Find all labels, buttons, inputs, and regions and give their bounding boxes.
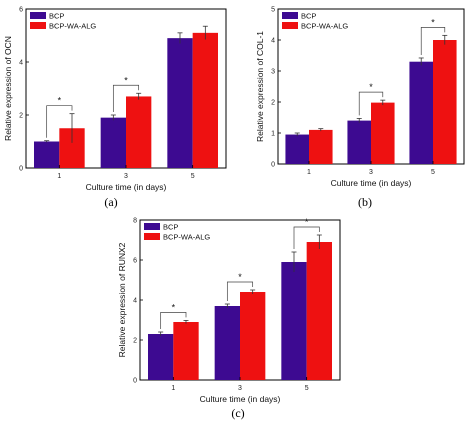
bar-bcp-wa-alg-5 <box>306 242 332 380</box>
legend-swatch <box>144 223 160 230</box>
significance-marker: * <box>124 75 128 85</box>
bar-bcp-3 <box>347 120 371 164</box>
y-tick-label: 6 <box>19 7 23 14</box>
x-axis-title: Culture time (in days) <box>86 182 167 192</box>
significance-marker: * <box>172 302 176 312</box>
legend-swatch <box>30 22 46 29</box>
bar-bcp-wa-alg-1 <box>309 129 333 164</box>
bar-bcp-wa-alg-3 <box>126 96 152 168</box>
significance-bracket <box>420 27 446 55</box>
x-tick-label: 5 <box>305 385 309 392</box>
y-tick-label: 2 <box>133 338 137 345</box>
panel-label: (a) <box>104 195 117 209</box>
bar-bcp-1 <box>34 141 60 168</box>
x-axis-title: Culture time (in days) <box>331 178 412 188</box>
significance-bracket <box>293 226 320 249</box>
bar-bcp-1 <box>148 334 174 380</box>
chart-panel-2: 0 1 2 3 4 5 1 3 * 5 * Culture time (in days) Relativ… <box>255 7 465 209</box>
significance-bracket <box>112 84 140 112</box>
legend-label: BCP-WA-ALG <box>49 22 96 31</box>
bar-bcp-wa-alg-3 <box>371 102 395 164</box>
legend-swatch <box>282 22 298 29</box>
y-tick-label: 8 <box>133 218 137 225</box>
y-tick-label: 3 <box>271 69 275 76</box>
legend-swatch <box>144 233 160 240</box>
y-tick-label: 4 <box>133 298 137 305</box>
significance-marker: * <box>238 272 242 282</box>
y-axis-title: Relative expression of OCN <box>3 36 13 141</box>
y-tick-label: 0 <box>133 378 137 385</box>
bar-bcp-wa-alg-3 <box>240 292 266 380</box>
y-tick-label: 0 <box>271 162 275 169</box>
legend-label: BCP <box>49 12 64 21</box>
x-tick-label: 1 <box>171 385 175 392</box>
significance-bracket <box>358 91 384 116</box>
legend-label: BCP <box>301 12 316 21</box>
significance-marker: * <box>305 217 309 227</box>
y-tick-label: 4 <box>19 60 23 67</box>
bar-bcp-5 <box>281 262 307 380</box>
significance-bracket <box>46 105 73 138</box>
legend-swatch <box>30 12 46 19</box>
legend-swatch <box>282 12 298 19</box>
bar-bcp-wa-alg-5 <box>192 32 218 168</box>
chart-panel-3: 0 2 4 6 8 1 * 3 * 5 * Culture time (in days) Relativ… <box>117 217 341 420</box>
chart-panel-1: 0 2 4 6 1 * 3 * 5 Culture time (in days) Relative … <box>3 7 227 209</box>
panel-label: (c) <box>231 406 244 420</box>
y-tick-label: 0 <box>19 166 23 173</box>
bar-bcp-5 <box>409 61 433 165</box>
y-axis-title: Relative expression of COL-1 <box>255 31 265 142</box>
y-tick-label: 6 <box>133 258 137 265</box>
bar-bcp-wa-alg-1 <box>173 322 199 380</box>
x-tick-label: 1 <box>307 169 311 176</box>
significance-marker: * <box>369 82 373 92</box>
x-axis-title: Culture time (in days) <box>200 394 281 404</box>
y-tick-label: 4 <box>271 38 275 45</box>
x-tick-label: 3 <box>369 169 373 176</box>
y-axis-title: Relative expression of RUNX2 <box>117 242 127 357</box>
panel-label: (b) <box>358 195 372 209</box>
bar-bcp-wa-alg-5 <box>433 40 457 164</box>
bar-bcp-3 <box>100 117 126 168</box>
significance-bracket <box>160 312 187 329</box>
y-tick-label: 2 <box>271 100 275 107</box>
x-tick-label: 3 <box>124 173 128 180</box>
significance-marker: * <box>58 96 62 106</box>
y-tick-label: 1 <box>271 131 275 138</box>
legend-label: BCP-WA-ALG <box>301 22 348 31</box>
x-tick-label: 5 <box>191 173 195 180</box>
legend-label: BCP <box>163 223 178 232</box>
significance-marker: * <box>431 17 435 27</box>
significance-bracket <box>226 281 254 301</box>
y-tick-label: 2 <box>19 113 23 120</box>
x-tick-label: 1 <box>57 173 61 180</box>
bar-bcp-1 <box>285 134 309 164</box>
legend-label: BCP-WA-ALG <box>163 233 210 242</box>
y-tick-label: 5 <box>271 7 275 14</box>
x-tick-label: 5 <box>431 169 435 176</box>
x-tick-label: 3 <box>238 385 242 392</box>
bar-bcp-5 <box>167 38 193 169</box>
bar-bcp-3 <box>214 306 240 380</box>
